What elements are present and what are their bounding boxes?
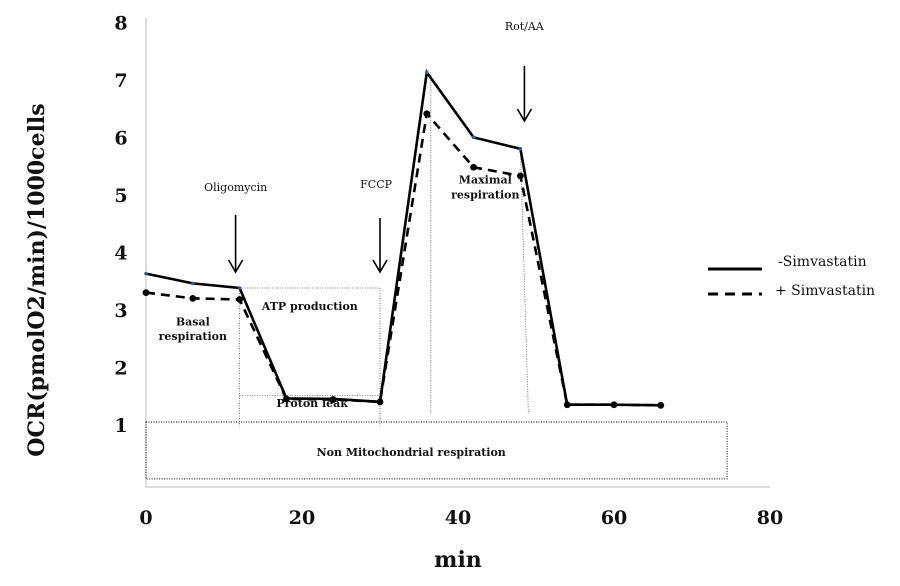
series-layer xyxy=(142,68,665,409)
fccp-arrow-head xyxy=(372,259,388,274)
maximal-label-line1: Maximal xyxy=(459,173,512,186)
guide-max-right xyxy=(520,148,529,415)
series-1-point-6 xyxy=(423,110,431,118)
rot-aa-arrow-head xyxy=(516,108,533,123)
series-0-point-1 xyxy=(191,281,195,286)
series-0-point-0 xyxy=(144,271,148,276)
series-line-0 xyxy=(145,68,661,407)
series-1-point-3 xyxy=(283,395,290,403)
basal-label-line1: Basal xyxy=(176,315,210,328)
proton-leak-label: Proton leak xyxy=(276,397,348,410)
series-0-point-2 xyxy=(237,286,242,290)
x-tick-80: 80 xyxy=(757,507,783,529)
x-tick-0: 0 xyxy=(139,507,152,529)
atp-production-label: ATP production xyxy=(261,300,358,313)
maximal-label-line2: respiration xyxy=(451,188,519,201)
series-1-point-11 xyxy=(657,401,665,409)
series-1-point-1 xyxy=(189,294,197,302)
x-tick-60: 60 xyxy=(601,507,627,529)
series-1-point-4 xyxy=(329,396,337,403)
legend-label-minus-simvastatin: -Simvastatin xyxy=(778,254,867,270)
y-tick-5: 5 xyxy=(114,185,127,207)
non-mitochondrial-box xyxy=(145,421,728,480)
fccp-label: FCCP xyxy=(360,178,392,191)
series-1-point-8 xyxy=(517,172,524,180)
y-tick-4: 4 xyxy=(114,243,127,265)
legend-label-plus-simvastatin: + Simvastatin xyxy=(775,283,875,299)
rot-aa-label: Rot/AA xyxy=(505,20,545,33)
y-tick-labels: 1 2 3 4 5 6 7 8 xyxy=(114,13,127,438)
non-mitochondrial-label: Non Mitochondrial respiration xyxy=(317,446,506,459)
series-0-point-8 xyxy=(518,147,523,151)
y-tick-1: 1 xyxy=(114,415,127,437)
x-tick-labels: 0 20 40 60 80 xyxy=(139,507,783,529)
y-tick-3: 3 xyxy=(114,300,127,322)
y-axis-title: OCR(pmolO2/min)/1000cells xyxy=(24,103,50,456)
series-1-point-9 xyxy=(563,401,571,409)
y-tick-2: 2 xyxy=(114,358,127,380)
x-tick-40: 40 xyxy=(445,507,471,529)
x-axis-title: min xyxy=(434,547,482,573)
series-0-point-7 xyxy=(471,135,476,140)
y-tick-8: 8 xyxy=(114,13,127,35)
y-tick-7: 7 xyxy=(114,70,127,92)
series-1-point-10 xyxy=(610,401,618,409)
series-1-point-2 xyxy=(236,296,244,303)
series-1-point-5 xyxy=(376,398,384,406)
series-line-1 xyxy=(145,110,661,407)
series-1-point-7 xyxy=(470,163,477,171)
series-1-point-0 xyxy=(142,289,150,296)
x-tick-20: 20 xyxy=(289,507,315,529)
basal-label-line2: respiration xyxy=(159,330,227,343)
series-0-point-6 xyxy=(425,70,429,75)
oligomycin-label: Oligomycin xyxy=(204,181,267,194)
injection-arrows xyxy=(227,66,533,274)
legend: -Simvastatin + Simvastatin xyxy=(708,254,875,299)
oligomycin-arrow-head xyxy=(227,259,244,274)
y-tick-6: 6 xyxy=(114,128,127,150)
